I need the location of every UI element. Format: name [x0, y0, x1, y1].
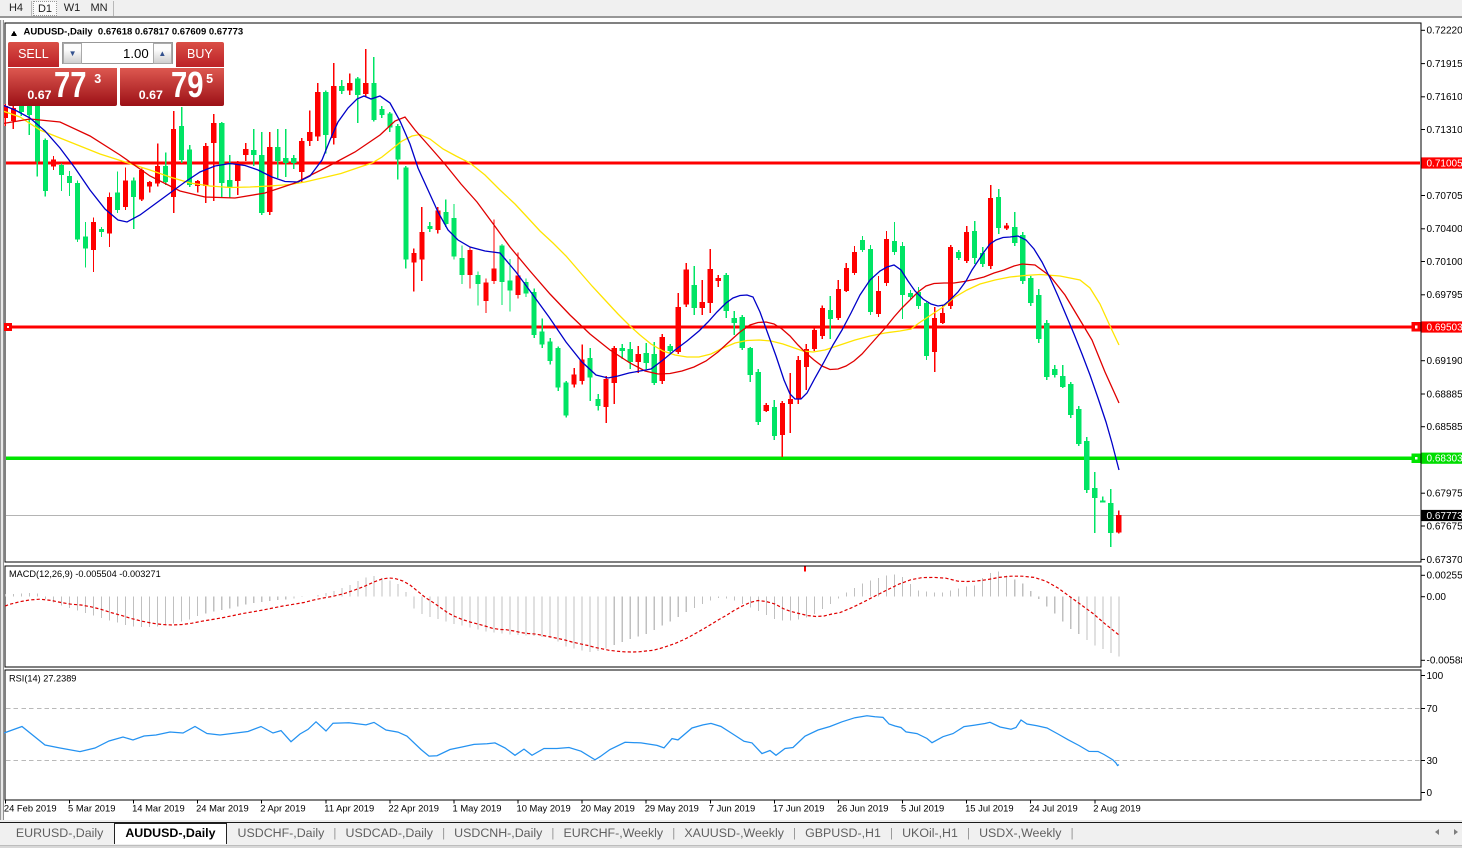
svg-text:0.68585: 0.68585: [1427, 422, 1462, 433]
svg-text:0.69503: 0.69503: [1427, 322, 1462, 333]
svg-text:AUDUSD-,Daily 0.67618 0.67817: AUDUSD-,Daily 0.67618 0.67817 0.67609 0.…: [24, 27, 244, 38]
svg-text:70: 70: [1427, 704, 1439, 715]
svg-text:10 May 2019: 10 May 2019: [517, 802, 571, 813]
svg-text:7 Jun 2019: 7 Jun 2019: [709, 802, 755, 813]
svg-text:0.69190: 0.69190: [1427, 356, 1462, 367]
svg-text:0.70100: 0.70100: [1427, 257, 1462, 268]
svg-text:-0.005888: -0.005888: [1427, 656, 1462, 667]
svg-text:30: 30: [1427, 756, 1439, 767]
svg-text:RSI(14) 27.2389: RSI(14) 27.2389: [9, 674, 76, 684]
svg-text:14 Mar 2019: 14 Mar 2019: [132, 802, 185, 813]
svg-text:22 Apr 2019: 22 Apr 2019: [388, 802, 439, 813]
svg-text:0.71610: 0.71610: [1427, 92, 1462, 103]
svg-text:2 Aug 2019: 2 Aug 2019: [1093, 802, 1140, 813]
svg-text:0.69795: 0.69795: [1427, 290, 1462, 301]
svg-text:0.72220: 0.72220: [1427, 26, 1462, 37]
svg-text:0.71915: 0.71915: [1427, 59, 1462, 70]
svg-text:17 Jun 2019: 17 Jun 2019: [773, 802, 825, 813]
svg-text:0.002553: 0.002553: [1427, 571, 1462, 582]
svg-text:5 Jul 2019: 5 Jul 2019: [901, 802, 944, 813]
svg-text:1 May 2019: 1 May 2019: [453, 802, 502, 813]
svg-text:0.71310: 0.71310: [1427, 125, 1462, 136]
svg-text:0: 0: [1427, 788, 1433, 799]
svg-text:20 May 2019: 20 May 2019: [581, 802, 635, 813]
svg-text:100: 100: [1427, 671, 1444, 682]
svg-text:0.70705: 0.70705: [1427, 191, 1462, 202]
svg-text:5 Mar 2019: 5 Mar 2019: [68, 802, 115, 813]
svg-text:24 Jul 2019: 24 Jul 2019: [1029, 802, 1077, 813]
svg-text:29 May 2019: 29 May 2019: [645, 802, 699, 813]
svg-text:26 Jun 2019: 26 Jun 2019: [837, 802, 889, 813]
svg-text:0.68303: 0.68303: [1427, 454, 1462, 465]
svg-text:0.70400: 0.70400: [1427, 224, 1462, 235]
svg-text:24 Mar 2019: 24 Mar 2019: [196, 802, 249, 813]
svg-text:11 Apr 2019: 11 Apr 2019: [324, 802, 374, 813]
svg-text:15 Jul 2019: 15 Jul 2019: [965, 802, 1013, 813]
svg-text:24 Feb 2019: 24 Feb 2019: [4, 802, 57, 813]
svg-text:0.67370: 0.67370: [1427, 555, 1462, 566]
svg-text:0.71005: 0.71005: [1427, 158, 1462, 169]
svg-text:0.68885: 0.68885: [1427, 389, 1462, 400]
svg-text:0.67675: 0.67675: [1427, 521, 1462, 532]
svg-text:0.67773: 0.67773: [1427, 511, 1462, 522]
svg-text:2 Apr 2019: 2 Apr 2019: [260, 802, 305, 813]
svg-text:MACD(12,26,9) -0.005504 -0.003: MACD(12,26,9) -0.005504 -0.003271: [9, 569, 161, 579]
svg-text:0.67975: 0.67975: [1427, 489, 1462, 500]
svg-text:0.00: 0.00: [1427, 592, 1447, 603]
